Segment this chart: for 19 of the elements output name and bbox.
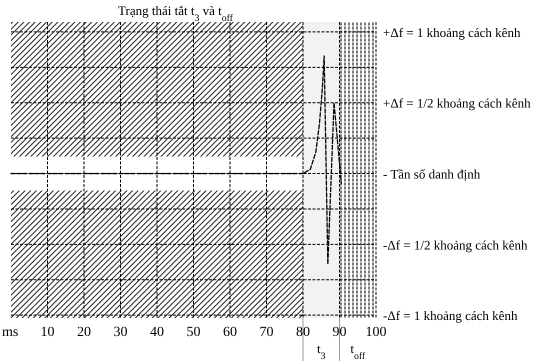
x-tick-label: 20 (77, 325, 91, 340)
x-tick-label: 50 (186, 325, 200, 340)
x-tick-label: 90 (332, 325, 346, 340)
y-tick-label: - Tần số danh định (383, 166, 481, 182)
y-tick-label: +Δf = 1/2 khoảng cách kênh (383, 96, 532, 111)
x-tick-label: 70 (260, 325, 274, 340)
y-tick-label: -Δf = 1/2 khoảng cách kênh (383, 237, 528, 252)
band-label: t$_{3}$ (317, 341, 326, 361)
x-tick-label: 40 (150, 325, 164, 340)
chart-title: Trạng thái tắt t$_{3}$ và t$_{off}$ (118, 3, 234, 24)
x-axis-title: ms (2, 325, 18, 340)
x-tick-label: 30 (114, 325, 128, 340)
y-tick-label: +Δf = 1 khoảng cách kênh (383, 24, 521, 40)
x-tick-label: 100 (366, 325, 386, 340)
band-label: t$_{off}$ (350, 341, 366, 361)
x-tick-label: 80 (296, 325, 310, 340)
x-tick-label: 60 (223, 325, 237, 340)
x-tick-label: 10 (40, 325, 54, 340)
y-tick-label: -Δf = 1 khoảng cách kênh (383, 308, 518, 324)
